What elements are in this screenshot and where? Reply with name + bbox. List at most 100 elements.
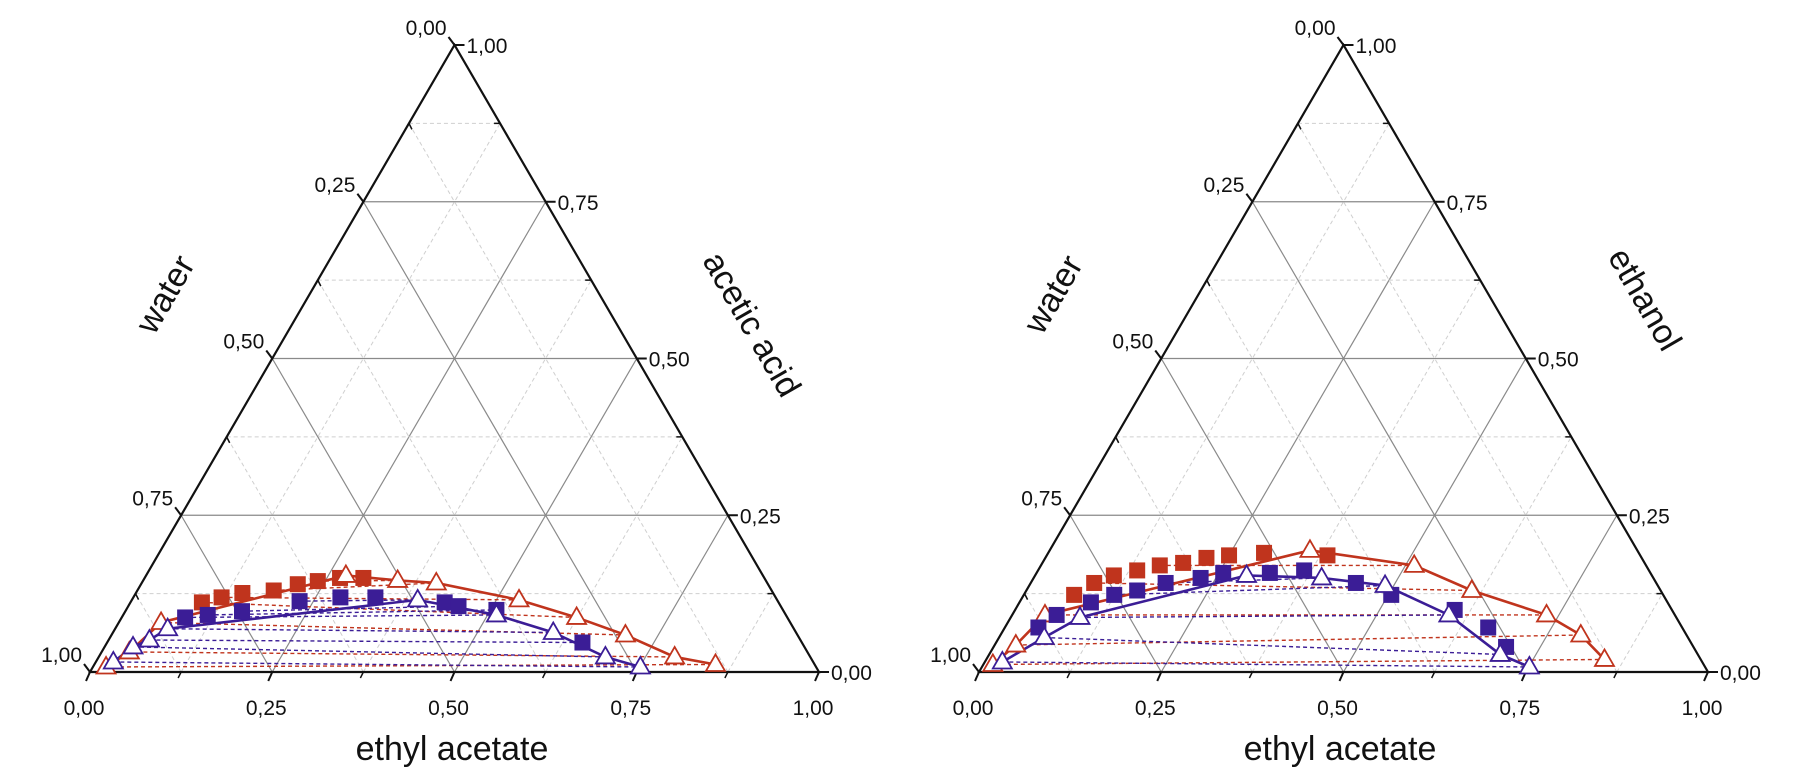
bottom-tick <box>814 671 820 682</box>
minor-gridline <box>362 279 592 673</box>
left-minor-tick <box>317 279 322 287</box>
tie-line-red <box>106 663 716 668</box>
minor-gridline <box>727 593 774 673</box>
minor-gridline <box>1206 279 1436 673</box>
right-axis-title: ethanol <box>1600 242 1689 358</box>
data-point-square-red <box>234 584 251 601</box>
bottom-minor-tick <box>1430 671 1436 679</box>
data-point-triangle-blue <box>1235 563 1258 583</box>
minor-gridline <box>1434 436 1572 673</box>
left-tick <box>1063 506 1071 516</box>
data-point-triangle-blue <box>1068 605 1092 625</box>
tie-line-blue <box>185 614 497 619</box>
bottom-axis-title: ethyl acetate <box>1244 730 1437 768</box>
bottom-tick-label: 0,75 <box>1499 697 1540 720</box>
bottom-tick <box>267 671 274 682</box>
minor-gridline <box>317 279 547 673</box>
data-point-triangle-blue <box>1518 655 1541 675</box>
bottom-tick-label: 0,25 <box>1135 697 1176 720</box>
data-point-square-red <box>1086 574 1103 591</box>
tie-line-blue <box>1079 614 1449 619</box>
right-axis-title: acetic acid <box>695 245 808 403</box>
tie-line-red <box>992 658 1605 666</box>
left-minor-tick <box>408 123 413 130</box>
minor-gridline <box>1251 279 1481 673</box>
data-point-triangle-blue <box>1437 603 1460 623</box>
data-point-triangle-blue <box>1489 642 1512 662</box>
data-point-square-blue <box>574 634 591 651</box>
minor-gridline <box>1115 436 1253 673</box>
plot-layer: 0,00 0,00 0,00 0,25 0,25 0,25 0,50 0,50 0,50 0,75… <box>41 17 872 720</box>
right-tick-label: 0,50 <box>1538 349 1579 372</box>
data-point-triangle-blue <box>1033 625 1056 645</box>
data-point-triangle-red <box>1403 553 1426 573</box>
bottom-tick-label: 1,00 <box>793 697 834 720</box>
data-point-triangle-blue <box>406 588 429 608</box>
data-point-square-blue <box>1215 564 1232 581</box>
bottom-tick <box>1156 671 1163 682</box>
left-axis-title: water <box>128 249 203 341</box>
right-tick-label: 0,00 <box>1720 662 1761 685</box>
bottom-tick-label: 0,00 <box>64 697 105 720</box>
bottom-tick-label: 0,00 <box>953 697 994 720</box>
data-point-square-red <box>1066 586 1083 603</box>
bottom-axis-title: ethyl acetate <box>356 730 549 768</box>
data-point-square-blue <box>291 593 308 610</box>
data-point-triangle-red <box>1004 633 1027 653</box>
data-point-square-blue <box>450 598 467 615</box>
bottom-tick-label: 0,50 <box>428 697 469 720</box>
data-point-triangle-blue <box>991 650 1014 670</box>
left-axis-title: water <box>1016 249 1091 341</box>
bottom-tick-label: 0,50 <box>1317 697 1358 720</box>
left-tick-label: 0,00 <box>406 17 447 40</box>
data-point-triangle-blue <box>156 616 179 637</box>
data-point-square-blue <box>1048 606 1065 623</box>
data-point-square-blue <box>367 589 384 606</box>
data-point-square-red <box>213 589 230 606</box>
data-point-square-blue <box>1106 586 1123 603</box>
data-point-square-blue <box>1082 594 1099 611</box>
tie-line-blue <box>299 599 418 602</box>
left-tick <box>265 349 274 360</box>
data-point-triangle-red <box>704 652 727 672</box>
data-point-triangle-red <box>1569 623 1592 643</box>
bottom-tick-label: 0,75 <box>610 697 651 720</box>
minor-gridline <box>1297 123 1618 673</box>
minor-gridline <box>545 436 683 673</box>
data-point-square-red <box>309 573 326 590</box>
right-tick-label: 1,00 <box>467 35 508 58</box>
data-point-triangle-red <box>1593 647 1616 667</box>
data-point-square-red <box>1129 562 1146 579</box>
major-gridline <box>362 201 638 673</box>
data-point-square-blue <box>1157 574 1174 591</box>
data-point-triangle-red <box>1460 578 1483 598</box>
tie-line-blue <box>167 628 554 634</box>
major-gridline <box>1525 514 1618 673</box>
left-tick-label: 1,00 <box>930 644 971 667</box>
bottom-tick <box>974 671 980 682</box>
data-point-square-red <box>1105 567 1122 584</box>
data-point-triangle-red <box>1298 538 1322 558</box>
data-point-square-red <box>1198 549 1215 566</box>
minor-gridline <box>135 593 182 673</box>
left-tick <box>972 663 980 673</box>
data-point-square-blue <box>332 589 349 606</box>
tie-line-red <box>1015 634 1581 646</box>
bottom-minor-tick <box>1066 671 1071 679</box>
tie-line-red <box>317 579 398 582</box>
right-tick-label: 0,75 <box>558 192 599 215</box>
tie-line-blue <box>132 646 606 658</box>
data-point-triangle-red <box>1535 603 1558 623</box>
left-tick <box>83 663 91 673</box>
left-minor-tick <box>1115 436 1120 444</box>
data-point-square-red <box>355 569 372 586</box>
right-tick-label: 0,75 <box>1447 192 1488 215</box>
data-point-square-blue <box>1261 564 1278 581</box>
data-point-square-blue <box>177 609 194 626</box>
left-tick <box>1154 349 1163 360</box>
left-tick-label: 0,25 <box>315 174 356 197</box>
left-minor-tick <box>1297 123 1302 130</box>
bottom-minor-tick <box>359 671 365 679</box>
